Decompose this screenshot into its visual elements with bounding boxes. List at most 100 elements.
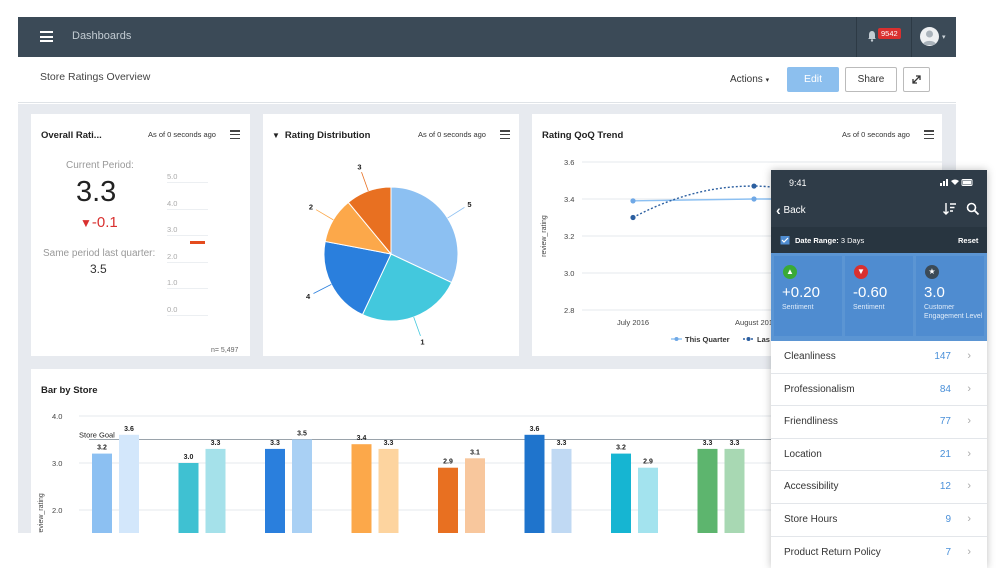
scale-tick-label: 4.0 xyxy=(167,198,178,208)
battery-icon xyxy=(940,179,973,186)
as-of-text: As of 0 seconds ago xyxy=(148,130,216,139)
bar xyxy=(265,448,285,533)
bar-value-label: 3.1 xyxy=(470,449,480,456)
metric-tile-negative[interactable]: ▼ -0.60 Sentiment xyxy=(845,256,913,336)
chevron-left-icon: ‹ xyxy=(776,202,781,218)
legend-marker xyxy=(746,337,751,341)
current-period-label: Current Period: xyxy=(66,160,134,171)
list-item[interactable]: Location 21 › xyxy=(771,439,987,472)
expand-icon xyxy=(912,75,921,84)
x-tick-label: July 2016 xyxy=(617,318,649,327)
card-menu-icon[interactable] xyxy=(924,130,934,140)
bar-value-label: 3.3 xyxy=(703,440,713,447)
bell-icon[interactable] xyxy=(867,30,877,42)
rating-distribution-card: ▼ Rating Distribution As of 0 seconds ago… xyxy=(263,114,519,356)
delta-text: -0.1 xyxy=(91,214,118,231)
hamburger-menu-icon[interactable] xyxy=(40,31,53,42)
goal-label: Store Goal xyxy=(79,431,115,440)
scale-tick-label: 3.0 xyxy=(167,225,178,235)
pie-slice xyxy=(347,186,392,256)
bar-value-label: 3.3 xyxy=(384,440,394,447)
pie-slice xyxy=(323,240,392,316)
bar-value-label: 3.3 xyxy=(730,440,740,447)
list-item[interactable]: Product Return Policy 7 › xyxy=(771,537,987,568)
bar xyxy=(551,448,572,533)
card-title: Rating QoQ Trend xyxy=(542,130,624,141)
card-title: ▼ Rating Distribution xyxy=(272,130,370,141)
date-range-value: 3 Days xyxy=(840,236,865,245)
list-item[interactable]: Friendliness 77 › xyxy=(771,406,987,439)
y-tick-label: 3.0 xyxy=(564,269,574,278)
bar-value-label: 3.3 xyxy=(211,440,221,447)
chevron-down-icon[interactable]: ▾ xyxy=(942,34,946,41)
bar xyxy=(524,434,545,533)
edit-button[interactable]: Edit xyxy=(787,67,839,92)
data-point xyxy=(630,214,636,221)
breadcrumb-dashboards[interactable]: Dashboards xyxy=(72,30,132,42)
prior-period-label: Same period last quarter: xyxy=(43,248,156,259)
scale-gridline xyxy=(167,315,208,316)
bar xyxy=(465,458,485,533)
chevron-right-icon: › xyxy=(967,545,971,558)
metric-tiles: ▲ +0.20 Sentiment ▼ -0.60 Sentiment ★ 3.… xyxy=(771,253,987,341)
chevron-down-icon: ▾ xyxy=(765,77,770,84)
top-navigation-bar: Dashboards 9542 ▾ xyxy=(18,17,956,57)
y-tick-label: 3.0 xyxy=(52,459,62,468)
status-bar: 9:41 xyxy=(771,170,987,195)
bar xyxy=(178,463,199,533)
divider xyxy=(856,17,857,57)
fullscreen-button[interactable] xyxy=(903,67,930,92)
list-item[interactable]: Cleanliness 147 › xyxy=(771,341,987,374)
bar-chart: 4.0 3.0 2.0 review_rating Store Goal 3.2 3.6 3.… xyxy=(38,412,942,533)
bar-value-label: 3.4 xyxy=(357,435,367,442)
list-item-count: 147 xyxy=(934,351,951,362)
bar-value-label: 3.3 xyxy=(557,440,567,447)
tile-value: 3.0 xyxy=(924,284,945,301)
user-icon xyxy=(923,30,936,45)
search-icon[interactable] xyxy=(966,202,980,216)
pie-chart: 5 1 4 2 3 xyxy=(306,162,472,346)
bar xyxy=(351,444,372,533)
card-menu-icon[interactable] xyxy=(230,130,240,140)
actions-dropdown[interactable]: Actions ▾ xyxy=(730,74,769,85)
list-item[interactable]: Professionalism 84 › xyxy=(771,374,987,407)
date-range-bar[interactable]: Date Range: 3 Days Reset xyxy=(771,227,987,253)
pie-leader-line xyxy=(361,172,369,192)
nav-bar: ‹ Back xyxy=(771,195,987,227)
bar xyxy=(697,448,718,533)
date-range-label: Date Range: 3 Days xyxy=(795,236,865,245)
pie-slice-label: 5 xyxy=(467,200,471,209)
notification-badge[interactable]: 9542 xyxy=(878,28,901,39)
list-item[interactable]: Accessibility 12 › xyxy=(771,471,987,504)
list-item-count: 77 xyxy=(939,416,951,428)
bar xyxy=(724,448,745,533)
down-triangle-icon: ▼ xyxy=(80,216,92,230)
metric-tile-positive[interactable]: ▲ +0.20 Sentiment xyxy=(774,256,842,336)
tile-value: -0.60 xyxy=(853,284,888,301)
sort-icon[interactable] xyxy=(943,202,957,216)
scale-gridline xyxy=(167,235,208,237)
page-title: Store Ratings Overview xyxy=(40,71,151,83)
bar-value-label: 2.9 xyxy=(443,459,453,466)
chevron-right-icon: › xyxy=(967,513,971,525)
delta-value: ▼-0.1 xyxy=(80,214,118,231)
mobile-app-overlay: 9:41 ‹ Back Date Range: 3 Days Reset ▲ +… xyxy=(771,170,987,568)
bar-value-label: 2.9 xyxy=(643,459,653,466)
list-item[interactable]: Store Hours 9 › xyxy=(771,504,987,537)
share-button[interactable]: Share xyxy=(845,67,897,92)
back-button[interactable]: ‹ Back xyxy=(776,202,806,218)
list-item-label: Friendliness xyxy=(784,416,838,428)
list-item-label: Cleanliness xyxy=(784,351,836,362)
dashboard-header: Store Ratings Overview Actions ▾ Edit Sh… xyxy=(18,57,956,103)
avatar[interactable] xyxy=(920,27,939,46)
scale-gridline xyxy=(167,208,208,210)
chevron-right-icon: › xyxy=(967,447,971,460)
chevron-right-icon: › xyxy=(967,415,971,428)
reset-button[interactable]: Reset xyxy=(958,236,979,245)
card-menu-icon[interactable] xyxy=(500,130,510,140)
filter-icon[interactable]: ▼ xyxy=(272,131,280,140)
metric-tile-engagement[interactable]: ★ 3.0 Customer Engagement Level xyxy=(916,256,984,336)
bar-value-label: 3.0 xyxy=(184,454,194,461)
tile-label: Sentiment xyxy=(782,304,814,311)
actions-label: Actions xyxy=(730,74,763,85)
